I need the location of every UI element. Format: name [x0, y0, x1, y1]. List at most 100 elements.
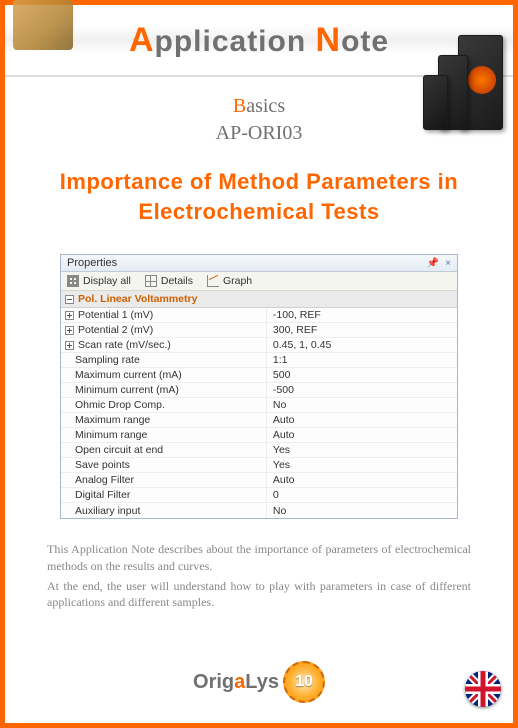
property-value[interactable]: Yes — [267, 458, 457, 472]
section-title: Pol. Linear Voltammetry — [78, 293, 197, 305]
expand-icon[interactable] — [65, 326, 74, 335]
subhead-b: B — [233, 95, 246, 117]
property-label-text: Ohmic Drop Comp. — [75, 399, 165, 411]
logo-text: OrigaLys — [193, 671, 279, 694]
property-label: Scan rate (mV/sec.) — [61, 338, 267, 352]
uk-flag-icon — [465, 671, 501, 707]
property-row[interactable]: Potential 1 (mV) -100, REF — [61, 308, 457, 323]
properties-titlebar: Properties 📌 × — [61, 255, 457, 272]
property-row[interactable]: Ohmic Drop Comp. No — [61, 398, 457, 413]
property-label-text: Scan rate (mV/sec.) — [78, 339, 171, 351]
header-banner: Application Note — [5, 5, 513, 77]
description: This Application Note describes about th… — [47, 541, 471, 610]
device-small — [423, 75, 448, 130]
property-row[interactable]: Digital Filter 0 — [61, 488, 457, 503]
property-label: Open circuit at end — [61, 443, 267, 457]
properties-panel: Properties 📌 × Display all Details Graph… — [60, 254, 458, 519]
property-value[interactable]: Yes — [267, 443, 457, 457]
property-label: Sampling rate — [61, 353, 267, 367]
property-label-text: Digital Filter — [75, 489, 130, 501]
properties-title: Properties — [67, 257, 117, 269]
property-row[interactable]: Open circuit at endYes — [61, 443, 457, 458]
property-label: Potential 2 (mV) — [61, 323, 267, 337]
properties-toolbar: Display all Details Graph — [61, 272, 457, 291]
property-row[interactable]: Maximum range Auto — [61, 413, 457, 428]
property-row[interactable]: Scan rate (mV/sec.) 0.45, 1, 0.45 — [61, 338, 457, 353]
property-label: Analog Filter — [61, 473, 267, 487]
property-label-text: Auxiliary input — [75, 505, 140, 517]
header-title-text2: ote — [341, 25, 389, 58]
close-icon[interactable]: × — [445, 258, 451, 269]
anniversary-badge: 10 — [283, 661, 325, 703]
toolbar-display-all[interactable]: Display all — [67, 275, 131, 287]
property-row[interactable]: Minimum current (mA) -500 — [61, 383, 457, 398]
property-label-text: Potential 1 (mV) — [78, 309, 153, 321]
badge-text: 10 — [295, 673, 313, 691]
property-value[interactable]: 500 — [267, 368, 457, 382]
property-label-text: Maximum range — [75, 414, 150, 426]
property-value[interactable]: 1:1 — [267, 353, 457, 367]
property-row[interactable]: Maximum current (mA) 500 — [61, 368, 457, 383]
property-label: Maximum range — [61, 413, 267, 427]
property-row[interactable]: Auxiliary input No — [61, 503, 457, 518]
property-row[interactable]: Analog Filter Auto — [61, 473, 457, 488]
device-illustration — [413, 35, 503, 145]
property-label: Potential 1 (mV) — [61, 308, 267, 322]
properties-rows: Potential 1 (mV)-100, REFPotential 2 (mV… — [61, 308, 457, 518]
property-value[interactable]: No — [267, 398, 457, 412]
toolbar-graph[interactable]: Graph — [207, 275, 252, 287]
pin-icon[interactable]: 📌 — [427, 258, 439, 269]
graph-icon — [207, 275, 219, 287]
property-value[interactable]: 0.45, 1, 0.45 — [267, 338, 457, 352]
details-icon — [145, 275, 157, 287]
toolbar-details-label: Details — [161, 275, 193, 287]
property-label: Auxiliary input — [61, 504, 267, 518]
property-label-text: Potential 2 (mV) — [78, 324, 153, 336]
property-value[interactable]: -500 — [267, 383, 457, 397]
logo-part3: Lys — [245, 671, 279, 693]
subhead-basics: asics — [246, 95, 285, 117]
header-corner-image — [13, 0, 73, 50]
collapse-icon[interactable] — [65, 295, 74, 304]
property-row[interactable]: Sampling rate 1:1 — [61, 353, 457, 368]
property-label-text: Minimum range — [75, 429, 147, 441]
property-label: Save points — [61, 458, 267, 472]
property-label: Maximum current (mA) — [61, 368, 267, 382]
property-value[interactable]: 300, REF — [267, 323, 457, 337]
property-value[interactable]: No — [267, 504, 457, 518]
toolbar-details[interactable]: Details — [145, 275, 193, 287]
property-label: Ohmic Drop Comp. — [61, 398, 267, 412]
property-label-text: Maximum current (mA) — [75, 369, 182, 381]
property-label-text: Save points — [75, 459, 130, 471]
property-label: Digital Filter — [61, 488, 267, 502]
main-title: Importance of Method Parameters in Elect… — [25, 167, 493, 226]
property-value[interactable]: 0 — [267, 488, 457, 502]
property-row[interactable]: Save points Yes — [61, 458, 457, 473]
page-container: Application Note Basics AP-ORI03 Importa… — [0, 0, 518, 728]
description-para2: At the end, the user will understand how… — [47, 578, 471, 610]
property-label: Minimum range — [61, 428, 267, 442]
footer-logo: OrigaLys 10 — [193, 661, 325, 703]
header-title-n: N — [316, 21, 342, 59]
toolbar-graph-label: Graph — [223, 275, 252, 287]
property-label-text: Sampling rate — [75, 354, 140, 366]
property-row[interactable]: Minimum range Auto — [61, 428, 457, 443]
property-label-text: Analog Filter — [75, 474, 134, 486]
property-value[interactable]: -100, REF — [267, 308, 457, 322]
logo-part2: a — [234, 671, 245, 693]
property-label-text: Minimum current (mA) — [75, 384, 179, 396]
property-value[interactable]: Auto — [267, 413, 457, 427]
toolbar-display-all-label: Display all — [83, 275, 131, 287]
logo-part1: Orig — [193, 671, 234, 693]
header-title-text1: pplication — [155, 25, 316, 58]
property-label: Minimum current (mA) — [61, 383, 267, 397]
properties-section-header[interactable]: Pol. Linear Voltammetry — [61, 291, 457, 308]
property-value[interactable]: Auto — [267, 473, 457, 487]
header-title-a: A — [129, 21, 155, 59]
property-value[interactable]: Auto — [267, 428, 457, 442]
property-row[interactable]: Potential 2 (mV) 300, REF — [61, 323, 457, 338]
expand-icon[interactable] — [65, 311, 74, 320]
description-para1: This Application Note describes about th… — [47, 541, 471, 573]
grid-icon — [67, 275, 79, 287]
expand-icon[interactable] — [65, 341, 74, 350]
